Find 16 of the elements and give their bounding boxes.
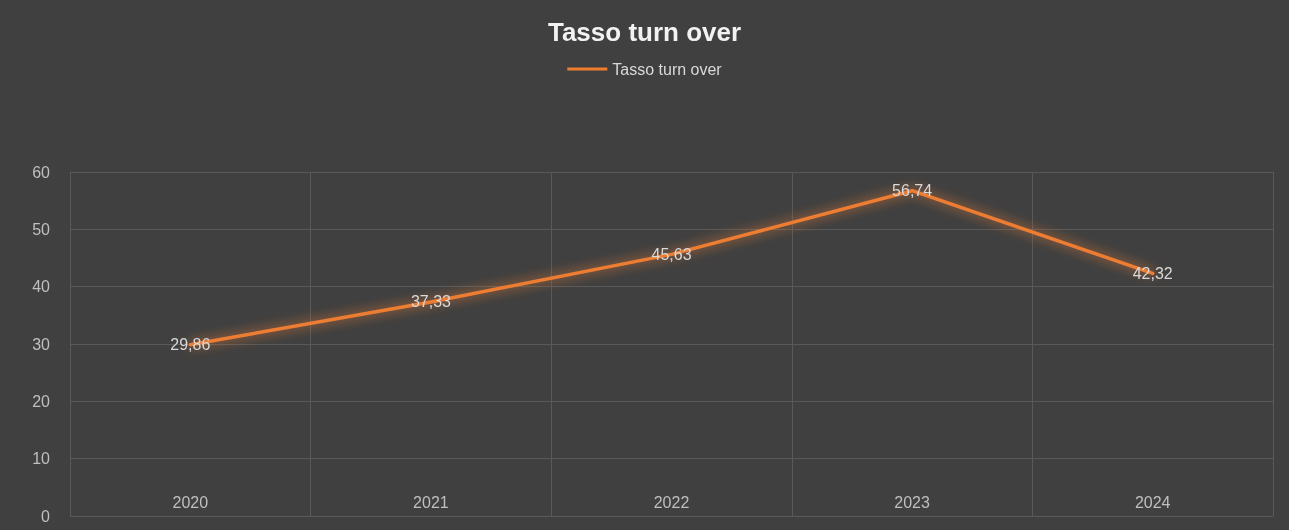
y-tick-label: 0 [41, 507, 51, 525]
y-tick-label: 60 [32, 163, 51, 181]
x-tick-label: 2021 [413, 493, 449, 511]
legend-label: Tasso turn over [612, 60, 723, 78]
y-tick-label: 10 [32, 450, 51, 468]
x-tick-label: 2022 [653, 493, 690, 511]
x-tick-label: 2020 [172, 493, 209, 511]
y-tick-label: 40 [32, 278, 51, 296]
x-tick-label: 2023 [894, 493, 930, 511]
y-tick-label: 20 [32, 392, 51, 410]
chart-title: Tasso turn over [547, 17, 742, 47]
x-tick-label: 2024 [1134, 493, 1171, 511]
y-tick-label: 50 [32, 220, 51, 238]
data-label: 29,86 [170, 336, 211, 354]
data-label: 42,32 [1132, 264, 1173, 282]
y-tick-label: 30 [32, 335, 51, 353]
